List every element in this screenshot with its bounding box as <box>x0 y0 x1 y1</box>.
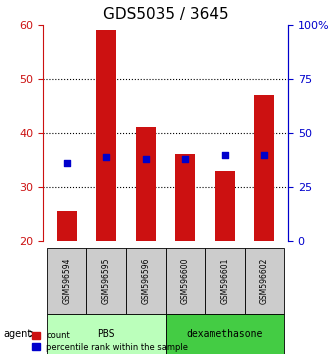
Bar <box>96 30 116 241</box>
Legend: count, percentile rank within the sample: count, percentile rank within the sample <box>31 330 190 353</box>
Bar <box>175 154 195 241</box>
Bar <box>136 127 156 241</box>
Bar <box>47 314 166 354</box>
Text: GSM596601: GSM596601 <box>220 257 229 304</box>
Bar <box>166 248 205 314</box>
Text: PBS: PBS <box>97 329 115 339</box>
Point <box>64 160 70 166</box>
Bar <box>126 248 166 314</box>
Bar <box>215 171 235 241</box>
Text: GSM596595: GSM596595 <box>102 257 111 304</box>
Point <box>222 153 227 158</box>
Bar <box>245 248 284 314</box>
Text: GSM596596: GSM596596 <box>141 257 150 304</box>
Text: GSM596594: GSM596594 <box>62 257 71 304</box>
Bar <box>57 211 76 241</box>
Bar <box>166 314 284 354</box>
Bar <box>47 248 86 314</box>
Text: dexamethasone: dexamethasone <box>187 329 263 339</box>
Title: GDS5035 / 3645: GDS5035 / 3645 <box>103 7 228 22</box>
Text: agent: agent <box>3 329 31 339</box>
Bar <box>205 248 245 314</box>
Point <box>261 153 267 158</box>
Text: GSM596600: GSM596600 <box>181 257 190 304</box>
Bar <box>255 95 274 241</box>
Point <box>104 154 109 159</box>
Bar <box>86 248 126 314</box>
Point <box>143 156 148 161</box>
Point <box>183 156 188 161</box>
Text: GSM596602: GSM596602 <box>260 257 269 304</box>
